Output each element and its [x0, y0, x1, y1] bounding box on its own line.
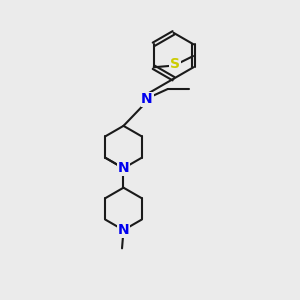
Text: N: N [118, 161, 129, 175]
Text: N: N [118, 223, 129, 237]
Text: N: N [141, 92, 153, 106]
Text: S: S [170, 57, 180, 71]
